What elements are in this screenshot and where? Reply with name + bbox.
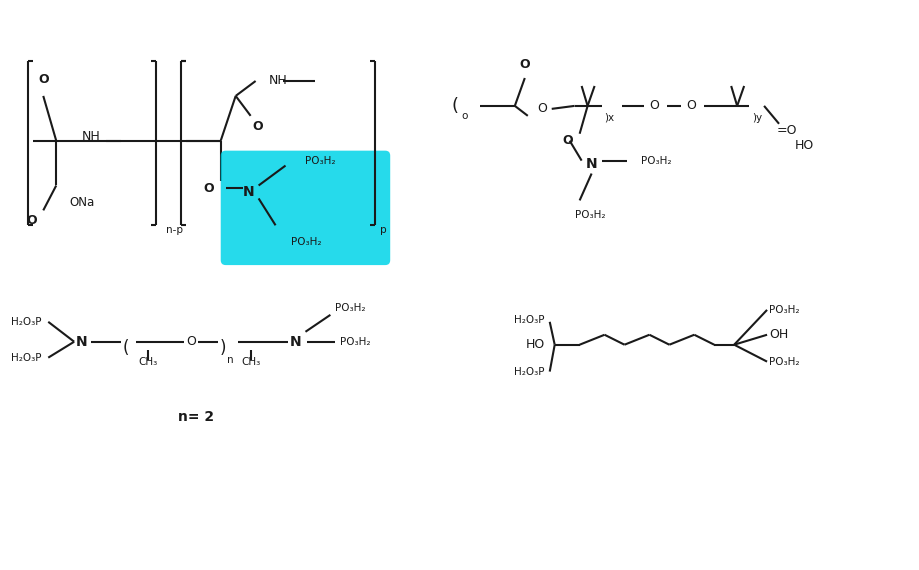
Text: H₂O₃P: H₂O₃P: [11, 317, 41, 327]
Text: NH: NH: [268, 75, 287, 88]
Text: PO₃H₂: PO₃H₂: [305, 156, 335, 166]
Text: o: o: [461, 111, 468, 121]
Text: H₂O₃P: H₂O₃P: [514, 367, 544, 377]
Text: O: O: [649, 99, 659, 112]
Text: PO₃H₂: PO₃H₂: [768, 357, 799, 367]
Text: O: O: [562, 134, 573, 147]
Text: O: O: [536, 103, 546, 115]
Text: p: p: [380, 225, 387, 235]
Text: CH₃: CH₃: [138, 357, 157, 367]
Text: ): ): [220, 339, 226, 357]
Text: N: N: [585, 157, 596, 170]
Text: O: O: [26, 214, 37, 227]
Text: n: n: [227, 355, 233, 365]
Text: PO₃H₂: PO₃H₂: [335, 303, 366, 313]
Text: O: O: [186, 335, 196, 348]
Text: PO₃H₂: PO₃H₂: [290, 237, 321, 247]
Text: O: O: [38, 72, 49, 86]
Text: O: O: [252, 120, 263, 133]
Text: O: O: [519, 58, 529, 71]
Text: (: (: [123, 339, 129, 357]
Text: N: N: [243, 185, 255, 199]
Text: OH: OH: [768, 328, 788, 341]
Text: =O: =O: [776, 124, 797, 137]
Text: PO₃H₂: PO₃H₂: [340, 337, 370, 347]
Text: PO₃H₂: PO₃H₂: [574, 210, 605, 221]
Text: )y: )y: [751, 113, 761, 123]
Text: n= 2: n= 2: [177, 410, 213, 424]
Text: N: N: [289, 335, 301, 349]
Text: H₂O₃P: H₂O₃P: [514, 315, 544, 325]
FancyBboxPatch shape: [221, 150, 390, 265]
Text: CH₃: CH₃: [241, 357, 260, 367]
Text: N: N: [75, 335, 87, 349]
Text: (: (: [451, 97, 458, 115]
Text: ONa: ONa: [69, 196, 95, 209]
Text: HO: HO: [793, 139, 812, 152]
Text: PO₃H₂: PO₃H₂: [768, 305, 799, 315]
Text: NH: NH: [82, 130, 100, 143]
Text: n-p: n-p: [165, 225, 183, 235]
Text: H₂O₃P: H₂O₃P: [11, 353, 41, 363]
Text: O: O: [203, 182, 214, 195]
Text: )x: )x: [604, 113, 614, 123]
Text: O: O: [686, 99, 696, 112]
Text: HO: HO: [525, 338, 544, 351]
Text: PO₃H₂: PO₃H₂: [641, 156, 671, 166]
